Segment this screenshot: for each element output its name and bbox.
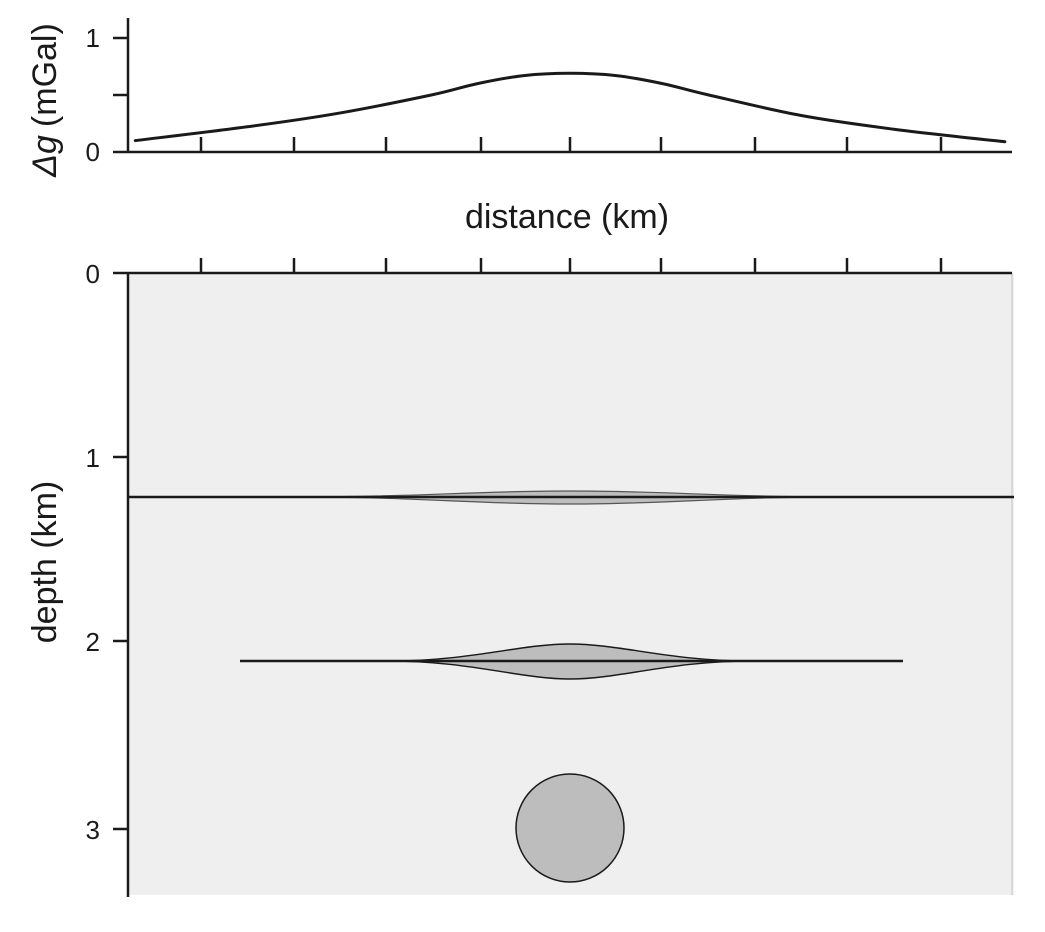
depth-tick-label-1: 1: [86, 443, 100, 473]
section-frame-right: [1011, 273, 1013, 895]
profile-y-tick-label-0: 0: [86, 137, 100, 167]
depth-axis-title: depth (km): [26, 481, 64, 644]
spherical-body: [515, 773, 625, 883]
section-x-ticks: [199, 258, 943, 273]
profile-x-ticks: [199, 137, 943, 152]
depth-tick-label-3: 3: [86, 815, 100, 845]
mgal-unit: (mGal): [26, 23, 64, 127]
gravity-anomaly-curve: [133, 71, 1007, 144]
delta-g-symbol: Δg: [26, 135, 64, 178]
lens-body: [240, 643, 903, 680]
thin-lens-body: [128, 490, 1014, 505]
depth-tick-label-2: 2: [86, 627, 100, 657]
distance-axis-title: distance (km): [465, 198, 669, 236]
depth-axis-ticks: 0 1 2 3: [86, 259, 128, 845]
profile-y-axis-title: Δg (mGal): [26, 23, 64, 178]
profile-y-axis: 0 1: [86, 18, 130, 167]
subsurface-section-panel: 0 1 2 3 depth (km): [26, 258, 1014, 897]
depth-tick-label-0: 0: [86, 259, 100, 289]
gravity-profile-panel: 0 1 Δg (mGal): [26, 18, 1012, 178]
profile-y-tick-label-1: 1: [86, 23, 100, 53]
